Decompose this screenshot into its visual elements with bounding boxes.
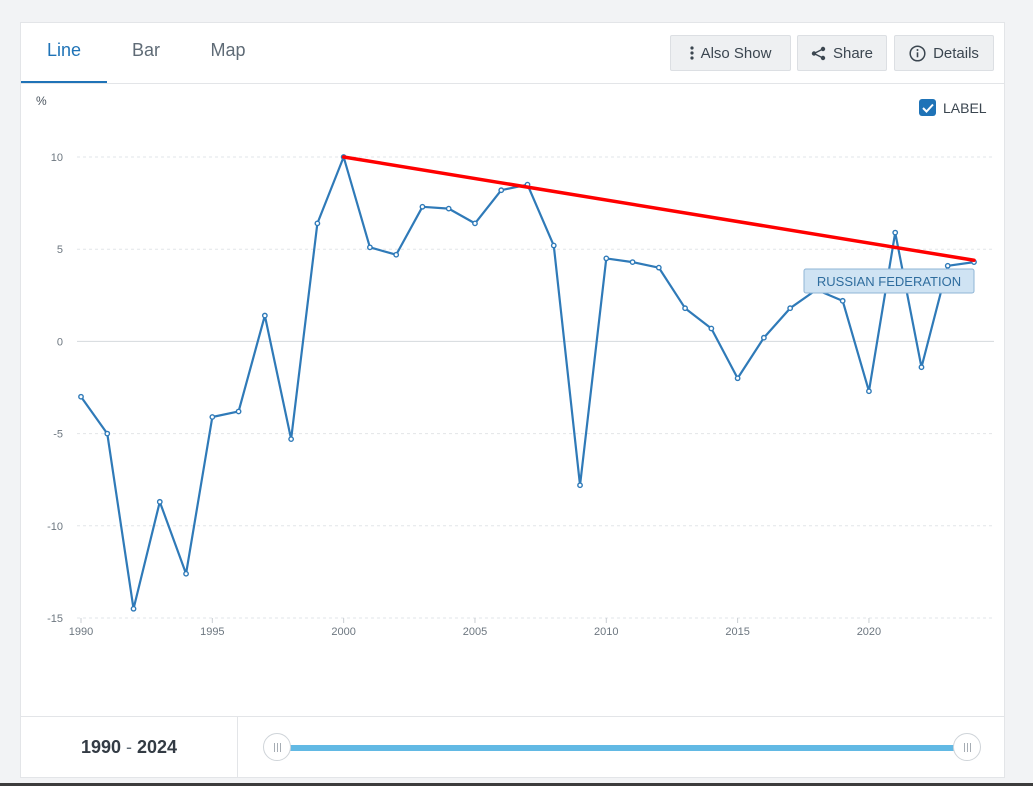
data-point xyxy=(577,482,583,489)
data-point xyxy=(918,364,925,371)
window-bottom-edge xyxy=(0,783,1033,786)
share-label: Share xyxy=(832,44,874,62)
more-vertical-icon xyxy=(689,46,694,60)
range-separator: - xyxy=(126,737,132,757)
x-tick-label: 1995 xyxy=(200,626,224,638)
x-tick-label: 2000 xyxy=(331,626,355,638)
y-axis-label: % xyxy=(36,94,47,108)
x-tick-label: 1990 xyxy=(69,626,93,638)
top-strip xyxy=(0,0,1033,22)
trend-line xyxy=(341,155,976,263)
year-range: 1990 - 2024 xyxy=(21,717,238,778)
share-button[interactable]: Share xyxy=(797,35,887,71)
data-point xyxy=(629,259,636,266)
details-button[interactable]: Details xyxy=(894,35,994,71)
data-point xyxy=(261,312,268,319)
series-label: RUSSIAN FEDERATION xyxy=(817,274,961,289)
data-point xyxy=(708,325,715,332)
data-point xyxy=(734,375,741,382)
data-point xyxy=(209,414,216,420)
y-tick-label: -15 xyxy=(47,613,63,625)
data-point xyxy=(445,205,452,212)
range-start: 1990 xyxy=(80,737,121,757)
data-point xyxy=(130,605,137,612)
also-show-button[interactable]: Also Show xyxy=(670,35,791,71)
data-point xyxy=(550,242,557,249)
series-label-box xyxy=(803,268,975,294)
data-point xyxy=(944,262,951,269)
data-point xyxy=(603,255,610,262)
data-point xyxy=(314,220,321,227)
data-point xyxy=(367,244,373,251)
data-point xyxy=(787,305,794,312)
y-tick-label: -10 xyxy=(47,521,63,533)
series-line xyxy=(80,155,975,610)
y-tick-label: -5 xyxy=(53,429,63,441)
y-tick-label: 5 xyxy=(57,244,63,256)
data-point xyxy=(498,187,505,194)
chart-tabs: Line Bar Map Also Show Share Details xyxy=(21,23,1004,84)
x-tick-label: 2020 xyxy=(857,626,881,638)
line-chart: % 10 5 0 -5 -10 -15 1990 1995 2000 2005 2010 2015 202… xyxy=(36,94,994,638)
details-label: Details xyxy=(933,44,979,62)
grip-icon xyxy=(963,742,971,752)
data-point xyxy=(892,229,899,236)
data-point xyxy=(104,430,111,437)
data-point xyxy=(472,220,478,227)
checkbox-checked-icon[interactable] xyxy=(919,99,936,116)
data-point xyxy=(393,251,400,258)
tab-bar[interactable]: Bar xyxy=(131,40,160,60)
also-show-label: Also Show xyxy=(700,44,772,62)
x-tick-label: 2005 xyxy=(463,626,487,638)
label-toggle-text: LABEL xyxy=(943,99,987,116)
data-point xyxy=(655,264,662,271)
data-point xyxy=(78,393,84,400)
range-footer: 1990 - 2024 xyxy=(21,716,1004,778)
data-point xyxy=(760,334,767,341)
range-slider-track[interactable] xyxy=(277,745,967,751)
data-point xyxy=(183,570,189,577)
range-slider-start-handle[interactable] xyxy=(263,733,291,761)
info-icon xyxy=(909,44,926,62)
range-end: 2024 xyxy=(137,737,178,757)
y-tick-label: 10 xyxy=(51,152,63,164)
tab-map[interactable]: Map xyxy=(210,40,246,60)
range-slider-end-handle[interactable] xyxy=(953,733,981,761)
data-point xyxy=(235,408,242,415)
label-toggle[interactable]: LABEL xyxy=(919,99,987,116)
x-tick-label: 2010 xyxy=(594,626,618,638)
data-point xyxy=(839,297,846,304)
x-tick-label: 2015 xyxy=(725,626,749,638)
grip-icon xyxy=(273,742,281,752)
data-point xyxy=(156,498,163,505)
data-point xyxy=(419,203,426,210)
y-tick-label: 0 xyxy=(57,336,63,348)
data-point xyxy=(866,388,872,395)
chart-card: Line Bar Map Also Show Share Details % 10… xyxy=(20,22,1005,778)
data-point xyxy=(682,305,688,312)
share-icon xyxy=(811,46,826,61)
tab-line[interactable]: Line xyxy=(21,23,107,83)
data-point xyxy=(288,436,295,443)
chart-area: % 10 5 0 -5 -10 -15 1990 1995 2000 2005 2010 2015 202… xyxy=(21,84,1004,716)
